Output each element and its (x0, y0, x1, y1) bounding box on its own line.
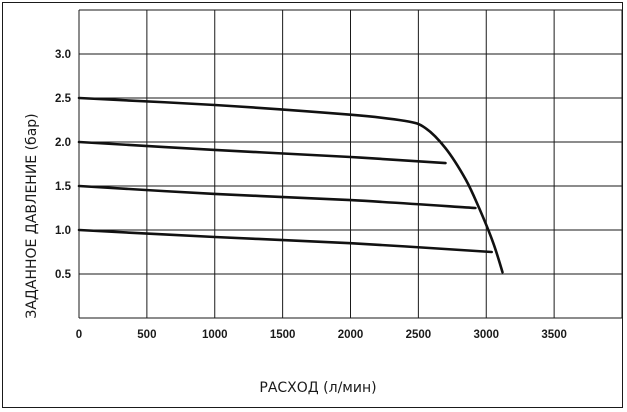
y-axis-label: ЗАДАННОЕ ДАВЛЕНИЕ (бар) (24, 113, 40, 318)
y-tick-label: 3.0 (55, 49, 71, 61)
x-tick-label: 2500 (406, 329, 432, 341)
x-tick-label: 1000 (202, 329, 228, 341)
series-line-2 (77, 140, 447, 165)
y-tick-label: 2.0 (55, 137, 71, 149)
y-tick-label: 0.5 (55, 269, 72, 281)
x-axis-label: РАСХОД (л/мин) (259, 380, 376, 396)
series-line-3 (77, 184, 477, 210)
x-tick-label: 2000 (338, 329, 364, 341)
grid (78, 9, 623, 319)
x-tick-label: 3000 (473, 329, 499, 341)
curves (77, 96, 504, 274)
y-tick-label: 2.5 (55, 93, 72, 105)
x-tick-label: 500 (137, 329, 156, 341)
tick-labels: 0 500 1000 1500 2000 2500 3000 3500 0.5 1.0 1.5 2.0… (55, 49, 567, 341)
y-tick-label: 1.5 (55, 181, 72, 193)
x-tick-label: 1500 (270, 329, 296, 341)
series-line-1 (77, 96, 504, 274)
x-tick-label: 3500 (541, 329, 567, 341)
y-tick-label: 1.0 (55, 225, 71, 237)
x-tick-label: 0 (76, 329, 82, 341)
series-line-4 (77, 228, 493, 254)
